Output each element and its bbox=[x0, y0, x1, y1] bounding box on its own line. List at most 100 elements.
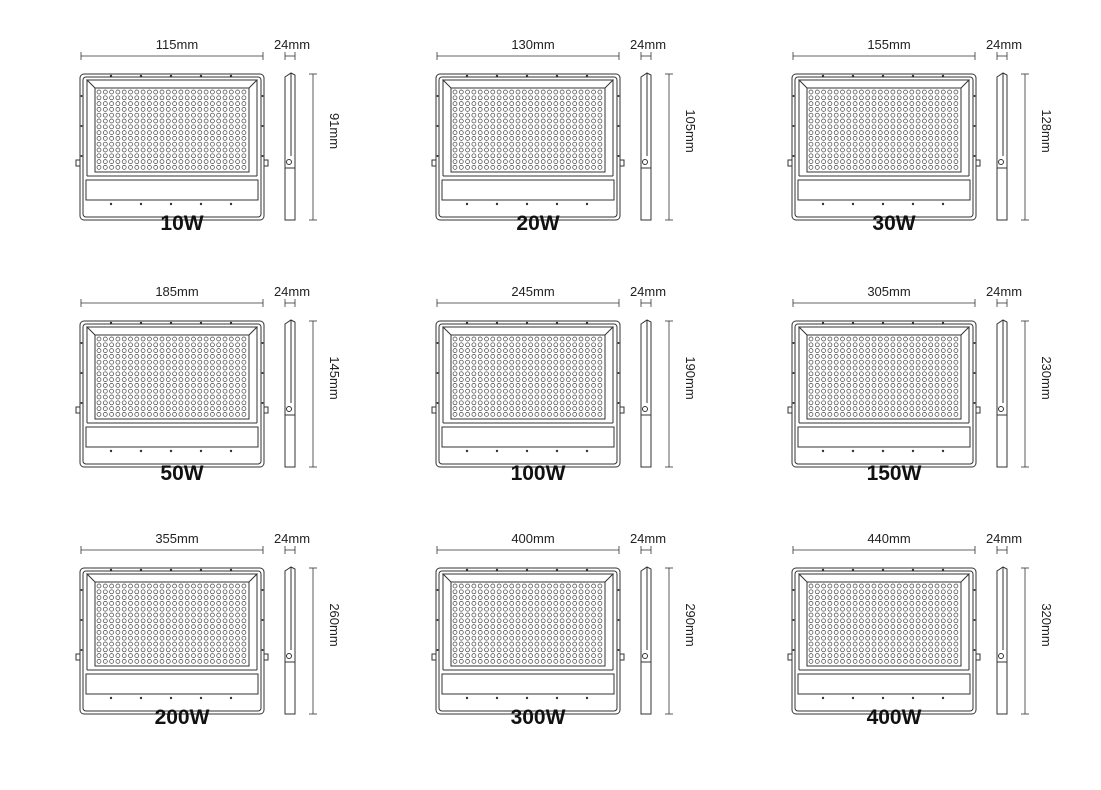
led-array bbox=[452, 89, 603, 170]
dimension-lines bbox=[80, 546, 317, 715]
dimension-lines bbox=[436, 299, 673, 468]
floodlight-side-view bbox=[284, 566, 296, 715]
power-rating-label: 150W bbox=[866, 462, 922, 485]
dimension-lines bbox=[792, 546, 1029, 715]
product-cell: 400mm 24mm 290mm 300W bbox=[431, 531, 698, 768]
screw-holes bbox=[80, 321, 264, 453]
width-dimension-label: 155mm bbox=[839, 37, 939, 52]
power-rating-label: 30W bbox=[872, 212, 916, 235]
depth-dimension-label: 24mm bbox=[974, 37, 1034, 52]
floodlight-front-view bbox=[787, 567, 981, 715]
fixture-drawing bbox=[787, 299, 1029, 468]
power-rating-label: 400W bbox=[866, 706, 922, 729]
floodlight-side-view bbox=[640, 566, 652, 715]
width-dimension-label: 185mm bbox=[127, 284, 227, 299]
height-dimension-label: 145mm bbox=[327, 343, 342, 413]
dimension-lines bbox=[792, 299, 1029, 468]
screw-holes bbox=[792, 74, 976, 206]
depth-dimension-label: 24mm bbox=[618, 284, 678, 299]
floodlight-front-view bbox=[787, 320, 981, 468]
width-dimension-label: 130mm bbox=[483, 37, 583, 52]
depth-dimension-label: 24mm bbox=[618, 531, 678, 546]
floodlight-front-view bbox=[787, 73, 981, 221]
depth-dimension-label: 24mm bbox=[262, 37, 322, 52]
dimension-lines bbox=[80, 299, 317, 468]
width-dimension-label: 305mm bbox=[839, 284, 939, 299]
fixture-drawing bbox=[787, 52, 1029, 221]
led-array bbox=[96, 583, 247, 664]
depth-dimension-label: 24mm bbox=[262, 284, 322, 299]
width-dimension-label: 440mm bbox=[839, 531, 939, 546]
floodlight-front-view bbox=[431, 567, 625, 715]
power-rating-label: 200W bbox=[154, 706, 210, 729]
product-cell: 185mm 24mm 145mm 50W bbox=[75, 284, 342, 521]
led-array bbox=[808, 583, 959, 664]
dimension-lines bbox=[436, 52, 673, 221]
power-rating-label: 100W bbox=[510, 462, 566, 485]
height-dimension-label: 260mm bbox=[327, 590, 342, 660]
floodlight-side-view bbox=[284, 319, 296, 468]
product-cell: 305mm 24mm 230mm 150W bbox=[787, 284, 1054, 521]
screw-holes bbox=[792, 321, 976, 453]
height-dimension-label: 230mm bbox=[1039, 343, 1054, 413]
fixture-drawing bbox=[431, 52, 673, 221]
led-array bbox=[808, 336, 959, 417]
led-array bbox=[808, 89, 959, 170]
fixture-drawing bbox=[75, 299, 317, 468]
height-dimension-label: 290mm bbox=[683, 590, 698, 660]
floodlight-side-view bbox=[284, 72, 296, 221]
product-cell: 245mm 24mm 190mm 100W bbox=[431, 284, 698, 521]
floodlight-front-view bbox=[75, 320, 269, 468]
depth-dimension-label: 24mm bbox=[974, 284, 1034, 299]
screw-holes bbox=[436, 321, 620, 453]
floodlight-side-view bbox=[996, 72, 1008, 221]
dimension-lines bbox=[80, 52, 317, 221]
height-dimension-label: 128mm bbox=[1039, 96, 1054, 166]
power-rating-label: 300W bbox=[510, 706, 566, 729]
product-cell: 440mm 24mm 320mm 400W bbox=[787, 531, 1054, 768]
fixture-drawing bbox=[75, 546, 317, 715]
fixture-drawing bbox=[75, 52, 317, 221]
screw-holes bbox=[80, 74, 264, 206]
led-array bbox=[452, 336, 603, 417]
product-cell: 130mm 24mm 105mm 20W bbox=[431, 37, 698, 274]
product-cell: 155mm 24mm 128mm 30W bbox=[787, 37, 1054, 274]
depth-dimension-label: 24mm bbox=[262, 531, 322, 546]
height-dimension-label: 190mm bbox=[683, 343, 698, 413]
width-dimension-label: 245mm bbox=[483, 284, 583, 299]
dimension-lines bbox=[792, 52, 1029, 221]
depth-dimension-label: 24mm bbox=[618, 37, 678, 52]
product-cell: 115mm 24mm 91mm 10W bbox=[75, 37, 342, 274]
led-array bbox=[452, 583, 603, 664]
fixture-drawing bbox=[431, 546, 673, 715]
power-rating-label: 20W bbox=[516, 212, 560, 235]
width-dimension-label: 115mm bbox=[127, 37, 227, 52]
floodlight-side-view bbox=[640, 72, 652, 221]
floodlight-front-view bbox=[75, 567, 269, 715]
height-dimension-label: 91mm bbox=[327, 96, 342, 166]
dimension-lines bbox=[436, 546, 673, 715]
power-rating-label: 10W bbox=[160, 212, 204, 235]
floodlight-side-view bbox=[996, 566, 1008, 715]
height-dimension-label: 320mm bbox=[1039, 590, 1054, 660]
width-dimension-label: 355mm bbox=[127, 531, 227, 546]
led-array bbox=[96, 336, 247, 417]
height-dimension-label: 105mm bbox=[683, 96, 698, 166]
screw-holes bbox=[792, 568, 976, 700]
screw-holes bbox=[80, 568, 264, 700]
screw-holes bbox=[436, 568, 620, 700]
floodlight-front-view bbox=[431, 320, 625, 468]
product-cell: 355mm 24mm 260mm 200W bbox=[75, 531, 342, 768]
led-array bbox=[96, 89, 247, 170]
floodlight-front-view bbox=[75, 73, 269, 221]
depth-dimension-label: 24mm bbox=[974, 531, 1034, 546]
floodlight-side-view bbox=[640, 319, 652, 468]
floodlight-side-view bbox=[996, 319, 1008, 468]
fixture-drawing bbox=[787, 546, 1029, 715]
screw-holes bbox=[436, 74, 620, 206]
fixture-drawing bbox=[431, 299, 673, 468]
width-dimension-label: 400mm bbox=[483, 531, 583, 546]
power-rating-label: 50W bbox=[160, 462, 204, 485]
floodlight-front-view bbox=[431, 73, 625, 221]
